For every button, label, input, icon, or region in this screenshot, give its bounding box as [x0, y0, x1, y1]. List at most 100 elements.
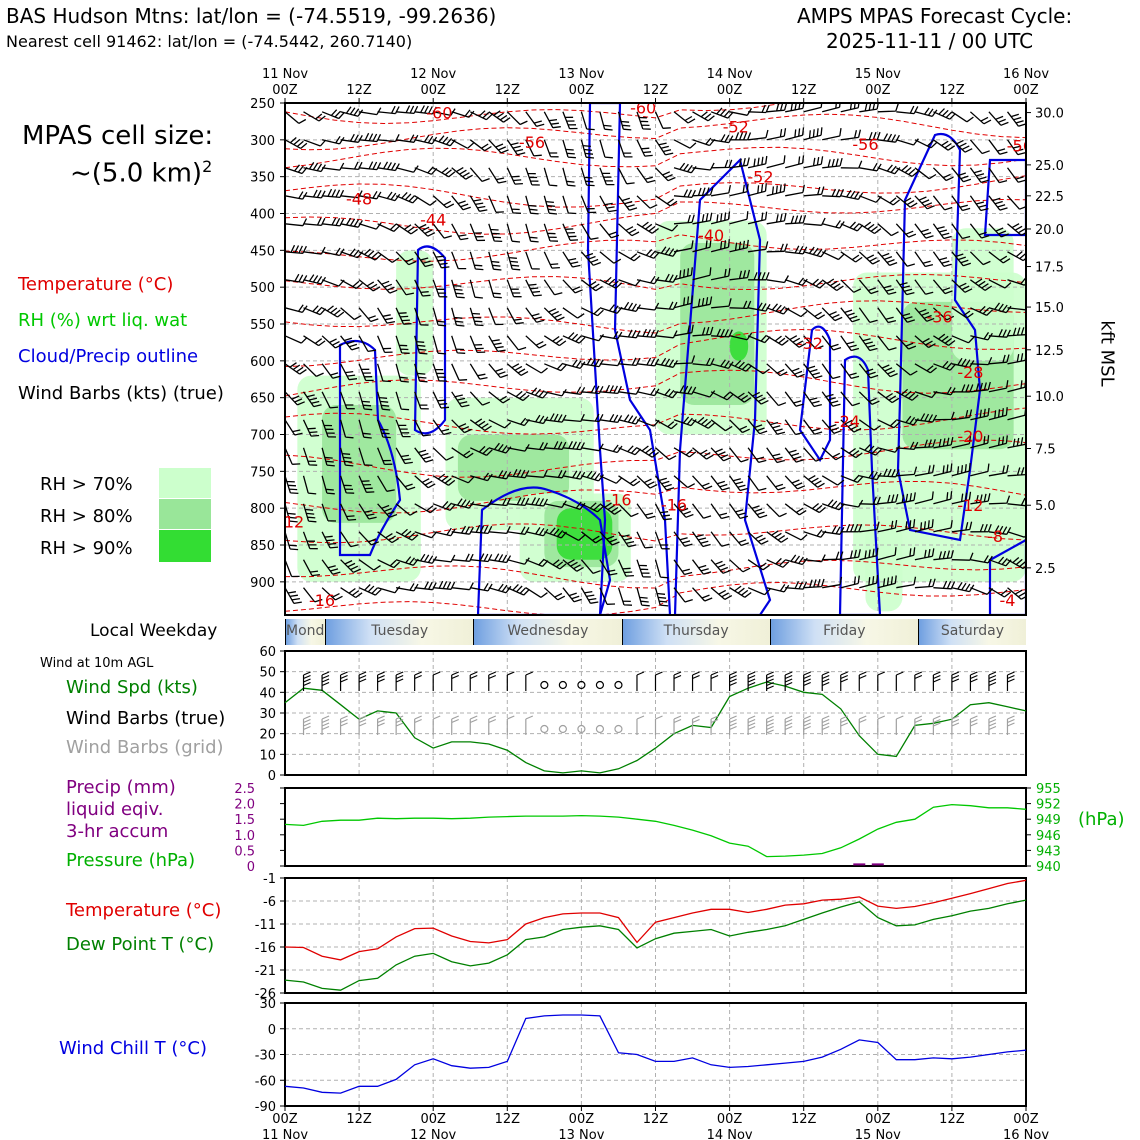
panel-tick-label: 0 [268, 769, 276, 784]
wind-barb [580, 223, 599, 240]
wind-barb-grid [577, 724, 586, 734]
wind-barb [618, 223, 640, 237]
pressure-axis-tick-label: 946 [1036, 829, 1061, 844]
wind-barb [785, 277, 808, 286]
wind-barb [488, 442, 512, 454]
wind-barb [673, 240, 694, 253]
wind-barb [840, 335, 860, 352]
wind-barb [599, 304, 623, 314]
wind-barb [840, 391, 861, 407]
wind-barb [1007, 223, 1026, 236]
wind-barb [766, 503, 787, 518]
wind-barb [321, 559, 341, 575]
pressure-tick-label: 600 [250, 355, 275, 370]
bottom-axis-date: 11 Nov [262, 1128, 308, 1140]
wind-barb [914, 307, 935, 322]
wind-barb [562, 223, 579, 241]
wind-barb [525, 251, 540, 270]
wind-barb [432, 419, 452, 436]
wind-barb [469, 195, 488, 212]
precip-bar [871, 863, 884, 866]
wind-barb [377, 134, 400, 143]
wind-barb [377, 191, 401, 202]
precip-tick-label: 0 [247, 860, 255, 875]
wind-barb [339, 419, 354, 439]
weekday-name: Friday [823, 623, 866, 639]
wind-barb [895, 388, 919, 401]
wind-barb [988, 251, 1011, 264]
wind-barb [803, 447, 824, 462]
wind-barb [673, 531, 693, 547]
wind-barb [433, 554, 456, 563]
wind-barb [655, 330, 678, 339]
wind-barb [747, 391, 769, 405]
wind-barb [340, 248, 364, 259]
wind-barb [525, 167, 540, 186]
wind-barb [785, 127, 805, 141]
wind-barb-grid [988, 715, 997, 735]
wind-barb [451, 582, 474, 591]
wind-barb [692, 475, 713, 490]
wind-barb [451, 419, 472, 434]
wind-barb [692, 587, 713, 602]
wind-barb [377, 105, 400, 115]
wind-barb [599, 587, 616, 605]
wind-barb [822, 103, 841, 113]
wind-barb [858, 335, 878, 352]
wind-barb [599, 475, 623, 484]
wind-barb [506, 111, 528, 126]
wind-barb [784, 447, 804, 463]
wind-barb [302, 419, 320, 437]
wind-barb [970, 381, 991, 393]
wind-barb [655, 246, 679, 257]
wind-barb [451, 447, 474, 459]
wind-barb [617, 167, 635, 185]
panel-tick-label: 40 [259, 686, 276, 701]
wind-barb [414, 195, 437, 206]
wind-barb [970, 523, 992, 533]
wind-barb [395, 165, 419, 173]
wind-barb [396, 105, 419, 115]
wind-barb [784, 419, 804, 436]
wind-barb-true [766, 671, 774, 691]
wind-barb-grid [932, 715, 941, 735]
wind-barb [285, 587, 302, 605]
wind-barb-grid [488, 715, 497, 735]
wind-barb [507, 557, 530, 565]
wind-barb [988, 195, 1008, 211]
wind-barb [618, 301, 641, 312]
wind-barb [414, 251, 433, 268]
wind-barb [395, 279, 415, 296]
nearest-cell-line: Nearest cell 91462: lat/lon = (-74.5442,… [6, 32, 413, 51]
wind-barb [785, 215, 807, 225]
kft-tick-label: 2.5 [1035, 562, 1056, 577]
wind-barb [321, 503, 337, 522]
wind-10m-header: Wind at 10m AGL [40, 656, 154, 671]
isotherm [285, 146, 1026, 169]
kft-tick-label: 15.0 [1035, 301, 1064, 316]
wind-barb [507, 526, 530, 535]
wind-barb [562, 111, 578, 130]
wind-barb [506, 195, 522, 214]
wind-barb-grid [377, 715, 385, 735]
isotherm-label: -12 [278, 512, 304, 531]
wind-barb [840, 549, 861, 561]
wind-barb [1007, 195, 1026, 210]
wind-barb-true [858, 671, 867, 691]
panel-4: -90 -60 -30 0 30 [255, 997, 1027, 1115]
weekday-segment: Tuesday [325, 619, 474, 645]
legend-temperature: Temperature (°C) [18, 274, 174, 295]
wind-barb [747, 531, 769, 545]
bottom-axis-hour: 00Z [420, 1112, 446, 1127]
panel-tick-label: -16 [255, 941, 276, 956]
precip-tick-label: 1.5 [234, 813, 255, 828]
local-weekday-label: Local Weekday [90, 621, 218, 641]
wind-barb [285, 111, 307, 124]
wind-barb [710, 211, 731, 225]
wind-barb [803, 502, 826, 514]
wind-barb [506, 307, 524, 325]
wind-barb [784, 335, 807, 348]
panel-tick-label: -21 [255, 964, 276, 979]
bottom-axis-hour: 00Z [569, 1112, 595, 1127]
wind-barb [562, 531, 586, 541]
